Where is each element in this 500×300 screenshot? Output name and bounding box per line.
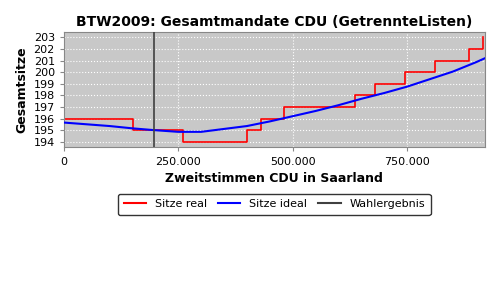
X-axis label: Zweitstimmen CDU in Saarland: Zweitstimmen CDU in Saarland: [166, 172, 384, 185]
Legend: Sitze real, Sitze ideal, Wahlergebnis: Sitze real, Sitze ideal, Wahlergebnis: [118, 194, 430, 215]
Title: BTW2009: Gesamtmandate CDU (GetrennteListen): BTW2009: Gesamtmandate CDU (GetrennteLis…: [76, 15, 472, 29]
Y-axis label: Gesamtsitze: Gesamtsitze: [15, 46, 28, 133]
